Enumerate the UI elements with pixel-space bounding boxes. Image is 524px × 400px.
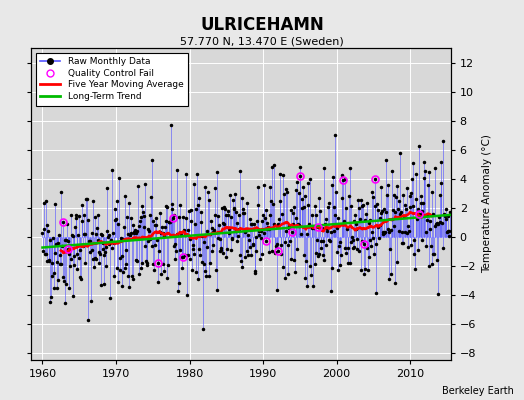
- Text: ULRICEHAMN: ULRICEHAMN: [200, 16, 324, 34]
- Text: 57.770 N, 13.470 E (Sweden): 57.770 N, 13.470 E (Sweden): [180, 36, 344, 46]
- Legend: Raw Monthly Data, Quality Control Fail, Five Year Moving Average, Long-Term Tren: Raw Monthly Data, Quality Control Fail, …: [36, 52, 188, 106]
- Text: Berkeley Earth: Berkeley Earth: [442, 386, 514, 396]
- Y-axis label: Temperature Anomaly (°C): Temperature Anomaly (°C): [482, 134, 492, 274]
